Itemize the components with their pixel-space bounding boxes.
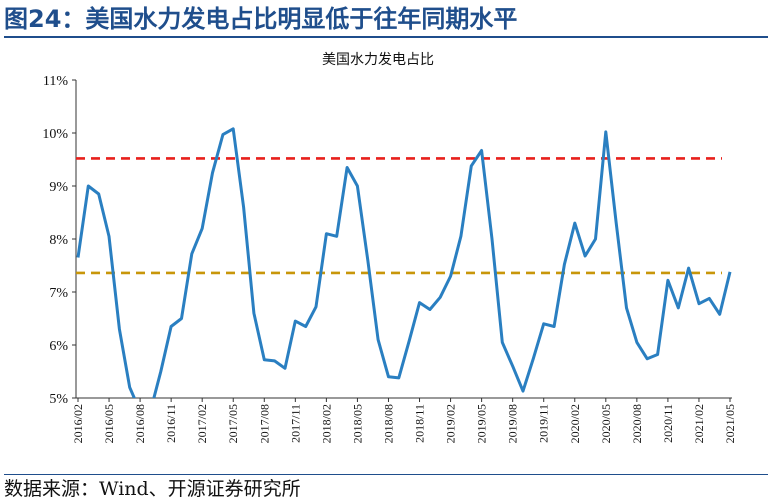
x-tick-label: 2020/05 <box>599 404 613 443</box>
y-tick-label: 7% <box>49 286 68 301</box>
x-tick-label: 2017/02 <box>195 404 209 443</box>
y-tick-label: 10% <box>42 127 68 142</box>
figure-title: 图24：美国水力发电占比明显低于往年同期水平 <box>4 2 768 38</box>
x-tick-label: 2019/08 <box>506 404 520 443</box>
series-line <box>76 127 732 398</box>
y-tick-label: 11% <box>43 74 68 89</box>
x-tick-label: 2017/08 <box>257 404 271 443</box>
x-tick-label: 2017/11 <box>288 404 302 443</box>
y-tick-label: 5% <box>49 392 68 407</box>
x-tick-label: 2021/02 <box>692 404 706 443</box>
x-tick-label: 2018/02 <box>319 404 333 443</box>
y-tick-label: 6% <box>49 339 68 354</box>
x-tick-label: 2019/05 <box>475 404 489 443</box>
x-tick-label: 2019/02 <box>444 404 458 443</box>
x-tick-label: 2021/05 <box>723 404 737 443</box>
x-tick-label: 2018/08 <box>381 404 395 443</box>
y-tick-label: 8% <box>49 233 68 248</box>
x-tick-label: 2020/02 <box>568 404 582 443</box>
x-tick-label: 2018/11 <box>413 404 427 443</box>
x-tick-label: 2018/05 <box>350 404 364 443</box>
x-tick-label: 2020/08 <box>630 404 644 443</box>
chart-title: 美国水力发电占比 <box>322 52 434 68</box>
x-tick-label: 2016/05 <box>102 404 116 443</box>
x-tick-label: 2020/11 <box>661 404 675 443</box>
x-tick-label: 2016/11 <box>164 404 178 443</box>
x-tick-label: 2017/05 <box>226 404 240 443</box>
source-note: 数据来源：Wind、开源证券研究所 <box>4 474 768 503</box>
x-tick-label: 2016/08 <box>133 404 147 443</box>
x-tick-label: 2019/11 <box>537 404 551 443</box>
y-tick-label: 9% <box>49 180 68 195</box>
line-chart: 美国水力发电占比 5% 6% 7% 8% 9% 10% 11% 2016/02 2016/05 2… <box>42 52 737 443</box>
x-tick-label: 2016/02 <box>71 404 85 443</box>
